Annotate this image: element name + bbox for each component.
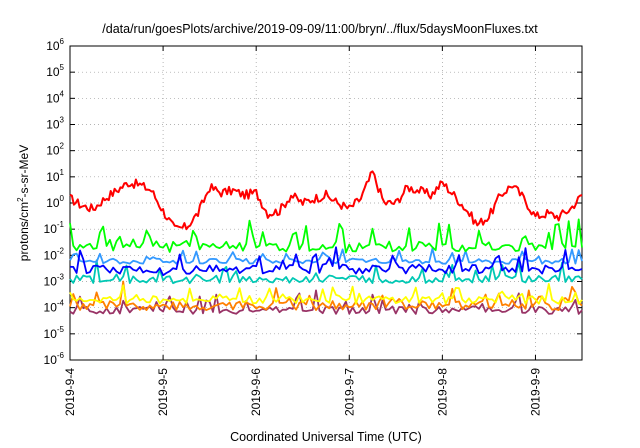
y-tick-label-exponent: 6 — [60, 37, 65, 46]
y-tick-label: 106 — [46, 37, 64, 53]
y-tick-label-base: 10 — [44, 275, 58, 289]
x-tick-label: 2019-9-8 — [435, 368, 449, 416]
series-line — [69, 246, 583, 277]
series-line — [69, 282, 583, 305]
series-line — [69, 170, 583, 231]
y-tick-label: 10-3 — [44, 273, 65, 289]
y-axis-label-superscript: 2 — [16, 197, 25, 202]
y-tick-label-base: 10 — [46, 196, 60, 210]
y-tick-label-base: 10 — [46, 39, 60, 53]
y-tick-label-exponent: -6 — [57, 351, 65, 360]
y-tick-label-base: 10 — [44, 248, 58, 262]
y-tick-label-base: 10 — [46, 65, 60, 79]
y-tick-label-exponent: 2 — [60, 142, 65, 151]
x-tick-label: 2019-9-5 — [156, 368, 170, 416]
y-tick-label-base: 10 — [46, 91, 60, 105]
x-axis-label: Coordinated Universal Time (UTC) — [230, 430, 422, 444]
series-line — [69, 218, 583, 254]
y-tick-label: 102 — [46, 142, 64, 158]
y-axis-label: protons/cm2-s-sr-MeV — [16, 145, 31, 261]
y-tick-label-exponent: 1 — [60, 168, 65, 177]
y-tick-label-exponent: -3 — [57, 273, 65, 282]
y-tick-label-base: 10 — [44, 301, 58, 315]
series-line — [69, 259, 583, 285]
y-tick-label-exponent: -4 — [57, 299, 65, 308]
y-tick-label-exponent: 4 — [60, 89, 65, 98]
x-tick-label: 2019-9-9 — [528, 368, 542, 416]
y-tick-label-exponent: 5 — [60, 63, 65, 72]
y-tick-label-base: 10 — [44, 222, 58, 236]
y-tick-label-exponent: -5 — [57, 325, 65, 334]
y-tick-label-exponent: -2 — [57, 246, 65, 255]
series-line — [69, 247, 583, 265]
y-tick-label: 10-2 — [44, 246, 65, 262]
y-tick-label: 10-6 — [44, 351, 65, 367]
x-tick-label: 2019-9-7 — [342, 368, 356, 416]
y-tick-label-base: 10 — [46, 144, 60, 158]
y-tick-label: 104 — [46, 89, 64, 105]
y-tick-label-exponent: -1 — [57, 220, 65, 229]
y-tick-label: 103 — [46, 116, 64, 132]
x-tick-label: 2019-9-4 — [63, 368, 77, 416]
y-tick-label: 101 — [46, 168, 64, 184]
y-tick-label: 10-1 — [44, 220, 65, 236]
y-tick-label: 105 — [46, 63, 64, 79]
y-tick-label: 100 — [46, 194, 64, 210]
x-tick-label: 2019-9-6 — [249, 368, 263, 416]
y-tick-label-base: 10 — [44, 353, 58, 367]
y-tick-label-exponent: 3 — [60, 116, 65, 125]
chart-title: /data/run/goesPlots/archive/2019-09-09/1… — [102, 22, 538, 36]
y-axis-label-text: -s-sr-MeV — [17, 145, 31, 198]
y-tick-label: 10-5 — [44, 325, 65, 341]
y-tick-label-base: 10 — [46, 118, 60, 132]
y-tick-label: 10-4 — [44, 299, 65, 315]
y-axis-label-text: protons/cm — [17, 202, 31, 261]
y-tick-label-base: 10 — [46, 170, 60, 184]
y-tick-label-exponent: 0 — [60, 194, 65, 203]
y-tick-label-base: 10 — [44, 327, 58, 341]
